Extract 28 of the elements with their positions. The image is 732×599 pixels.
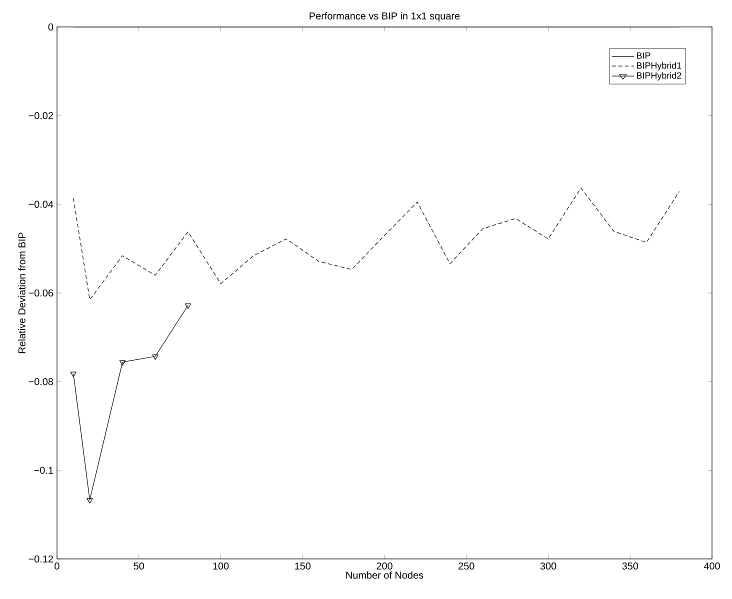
chart-title: Performance vs BIP in 1x1 square bbox=[310, 12, 460, 22]
y-tick-label: −0.06 bbox=[28, 289, 54, 297]
x-tick-label: 50 bbox=[134, 562, 144, 570]
y-tick-label: −0.1 bbox=[34, 466, 54, 474]
x-tick-label: 150 bbox=[295, 562, 311, 570]
y-tick-label: −0.12 bbox=[28, 555, 53, 563]
y-axis-title: Relative Deviation from BIP bbox=[18, 232, 26, 354]
x-tick-label: 100 bbox=[213, 562, 229, 570]
x-tick-label: 300 bbox=[540, 562, 556, 570]
line-series bbox=[73, 188, 680, 300]
point bbox=[152, 354, 158, 360]
x-tick-label: 400 bbox=[704, 562, 720, 570]
x-tick-label: 250 bbox=[458, 562, 474, 570]
x-tick-label: 350 bbox=[622, 562, 638, 570]
x-tick-label: 0 bbox=[54, 562, 60, 570]
point bbox=[184, 304, 192, 309]
point bbox=[119, 360, 126, 366]
point bbox=[86, 498, 93, 504]
x-tick-label: 200 bbox=[376, 562, 392, 570]
legend-label: BIPHybrid1 bbox=[637, 62, 682, 70]
point bbox=[70, 372, 76, 378]
y-tick-label: −0.08 bbox=[28, 378, 54, 386]
x-axis-title: Number of Nodes bbox=[346, 571, 424, 579]
y-tick-label: 0 bbox=[48, 23, 54, 31]
y-tick-label: −0.02 bbox=[28, 112, 53, 120]
y-tick-label: −0.04 bbox=[28, 200, 54, 208]
legend-label: BIP bbox=[637, 52, 650, 59]
legend-label: BIPHybrid2 bbox=[637, 72, 682, 80]
